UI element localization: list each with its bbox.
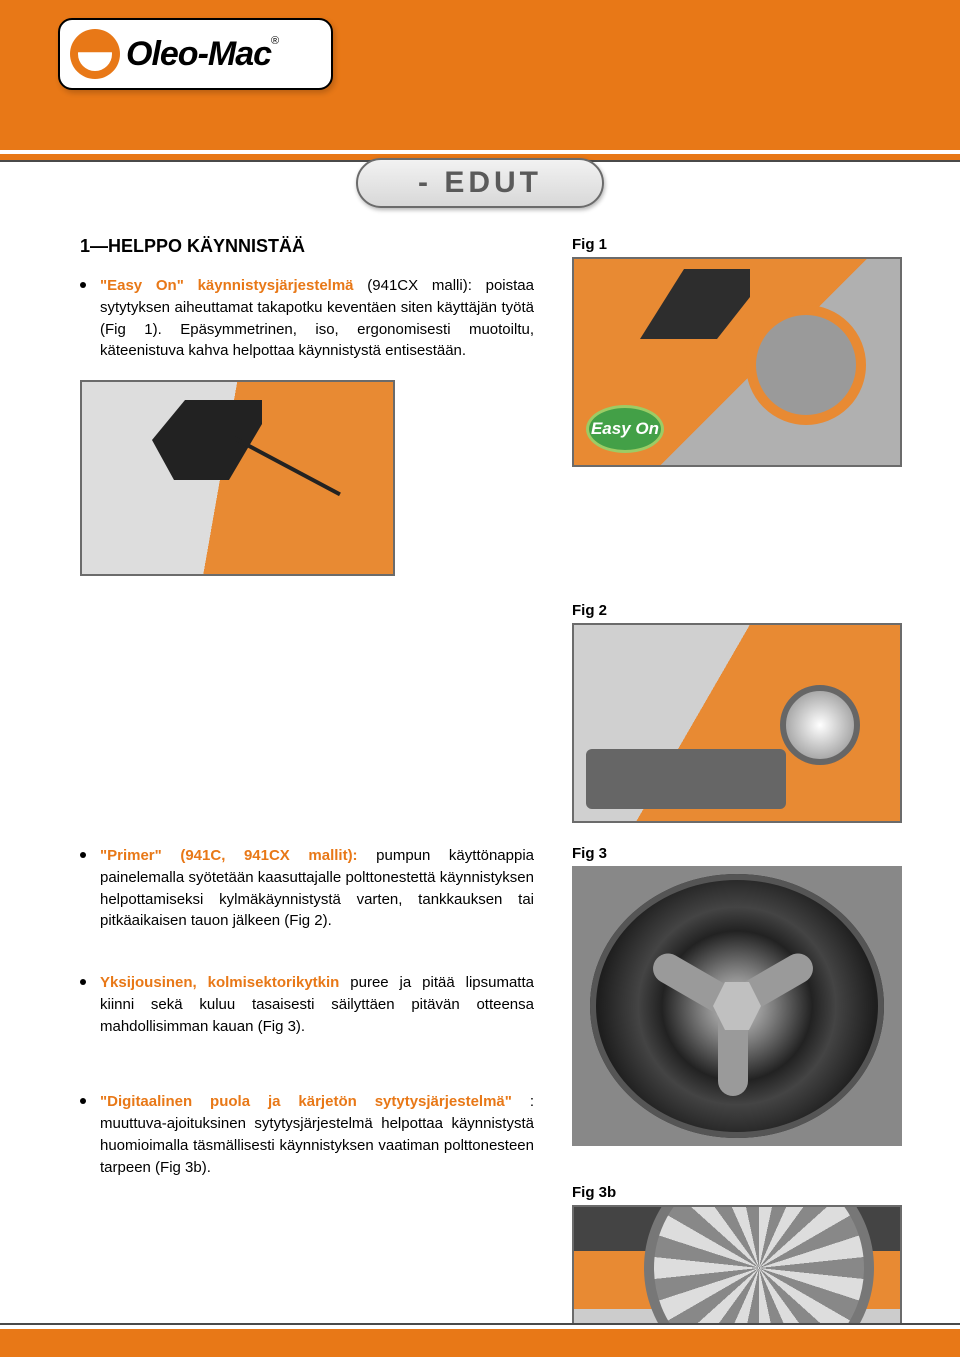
header-banner: Oleo-Mac® xyxy=(0,0,960,150)
fig1-fan-shape xyxy=(746,305,866,425)
bullet-lead: "Easy On" käynnistysjärjestelmä xyxy=(100,277,354,294)
bullet-lead: "Primer" (941C, 941CX mallit): xyxy=(100,847,358,864)
footer-stripe xyxy=(0,1325,960,1357)
fig2-panel-shape xyxy=(586,749,786,809)
bullet-dot-icon xyxy=(80,852,86,858)
content-area: 1—HELPPO KÄYNNISTÄÄ "Easy On" käynnistys… xyxy=(0,208,960,1355)
bullet-text: "Easy On" käynnistysjärjestelmä (941CX m… xyxy=(100,275,534,362)
fig3b-label: Fig 3b xyxy=(572,1184,902,1201)
fig1-label: Fig 1 xyxy=(572,236,902,253)
easy-on-badge-icon: Easy On xyxy=(586,405,664,453)
figure-2-image xyxy=(572,623,902,823)
bullet-text: Yksijousinen, kolmisektorikytkin puree j… xyxy=(100,972,534,1037)
fig1-handle-shape xyxy=(640,269,750,339)
fig2-label: Fig 2 xyxy=(572,602,902,619)
section-badge-wrap: - EDUT xyxy=(0,158,960,208)
bullet-text: "Digitaalinen puola ja kärjetön sytytysj… xyxy=(100,1091,534,1178)
figure-1-image: Easy On xyxy=(572,257,902,467)
section-badge: - EDUT xyxy=(356,158,604,208)
bullet-dot-icon xyxy=(80,1098,86,1104)
bullet-text: "Primer" (941C, 941CX mallit): pumpun kä… xyxy=(100,845,534,932)
fig2-knob-shape xyxy=(780,685,860,765)
bullet-dot-icon xyxy=(80,979,86,985)
figure-2-left-image xyxy=(80,380,395,576)
bullet-easy-on: "Easy On" käynnistysjärjestelmä (941CX m… xyxy=(80,275,534,362)
bullet-lead: Yksijousinen, kolmisektorikytkin xyxy=(100,974,339,991)
bullet-clutch: Yksijousinen, kolmisektorikytkin puree j… xyxy=(80,972,534,1037)
bullet-ignition: "Digitaalinen puola ja kärjetön sytytysj… xyxy=(80,1091,534,1178)
brand-logo: Oleo-Mac® xyxy=(58,18,333,90)
figure-3-image xyxy=(572,866,902,1146)
bullet-primer: "Primer" (941C, 941CX mallit): pumpun kä… xyxy=(80,845,534,932)
fig3-label: Fig 3 xyxy=(572,845,902,862)
bullet-dot-icon xyxy=(80,282,86,288)
brand-logo-text: Oleo-Mac® xyxy=(126,35,278,74)
registered-mark: ® xyxy=(271,35,278,47)
brand-logo-mark xyxy=(70,29,120,79)
starter-cord-shape xyxy=(233,436,341,496)
bullet-lead: "Digitaalinen puola ja kärjetön sytytysj… xyxy=(100,1093,512,1110)
section-title: 1—HELPPO KÄYNNISTÄÄ xyxy=(80,236,534,257)
starter-grip-shape xyxy=(152,400,262,480)
